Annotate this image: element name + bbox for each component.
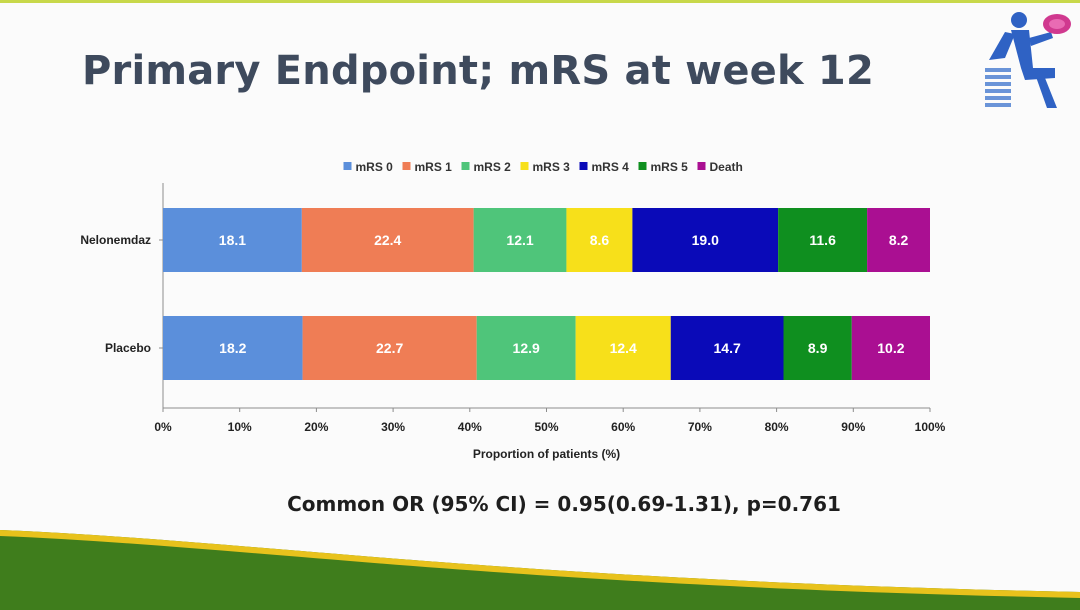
common-or-statistic: Common OR (95% CI) = 0.95(0.69-1.31), p=… xyxy=(287,492,841,516)
bar-segment xyxy=(783,316,852,380)
legend-label-4: mRS 3 xyxy=(533,160,571,174)
data-label: 18.1 xyxy=(219,232,246,248)
bar-segment xyxy=(566,208,633,272)
category-label: Placebo xyxy=(105,341,151,355)
x-tick-label: 80% xyxy=(765,420,789,434)
slide-title: Primary Endpoint; mRS at week 12 xyxy=(82,48,874,94)
legend-swatch-4 xyxy=(520,162,529,170)
x-tick-label: 100% xyxy=(915,420,946,434)
legend-label-6: mRS 5 xyxy=(651,160,689,174)
x-tick-label: 20% xyxy=(304,420,328,434)
data-label: 10.2 xyxy=(877,340,904,356)
bar-segment xyxy=(163,208,302,272)
legend-swatch-2 xyxy=(402,162,411,170)
bar-segment xyxy=(670,316,784,380)
data-label: 12.4 xyxy=(610,340,637,356)
bar-segment xyxy=(301,208,474,272)
legend-label-2: mRS 1 xyxy=(415,160,453,174)
x-tick-label: 60% xyxy=(611,420,635,434)
bar-segment xyxy=(302,316,477,380)
bar-segment xyxy=(867,208,930,272)
legend-swatch-5 xyxy=(579,162,588,170)
data-label: 8.9 xyxy=(808,340,828,356)
data-label: 11.6 xyxy=(809,232,836,248)
stacked-bar-chart: mRS 0 mRS 1 mRS 2 mRS 3 mRS 4 mRS 5 Death 0% 10… xyxy=(80,160,946,461)
data-label: 22.4 xyxy=(374,232,401,248)
bar-segment xyxy=(163,316,303,380)
bar-segment xyxy=(476,316,576,380)
chart-legend: mRS 0 mRS 1 mRS 2 mRS 3 mRS 4 mRS 5 Death xyxy=(343,160,743,174)
category-label: Nelonemdaz xyxy=(80,233,151,247)
bar-segment xyxy=(778,208,868,272)
bar-segment xyxy=(473,208,567,272)
data-label: 12.1 xyxy=(506,232,533,248)
data-label: 18.2 xyxy=(219,340,246,356)
legend-label-3: mRS 2 xyxy=(474,160,512,174)
x-tick-label: 90% xyxy=(841,420,865,434)
stroke-association-logo-icon xyxy=(985,12,1071,108)
data-label: 22.7 xyxy=(376,340,403,356)
legend-label-5: mRS 4 xyxy=(592,160,630,174)
legend-swatch-7 xyxy=(697,162,706,170)
x-tick-label: 50% xyxy=(534,420,558,434)
top-accent-line xyxy=(0,0,1080,3)
data-label: 12.9 xyxy=(513,340,540,356)
x-tick-label: 70% xyxy=(688,420,712,434)
bar-segment xyxy=(851,316,930,380)
x-tick-label: 40% xyxy=(458,420,482,434)
bar-segment xyxy=(575,316,671,380)
legend-swatch-1 xyxy=(343,162,352,170)
legend-swatch-3 xyxy=(461,162,470,170)
legend-label-7: Death xyxy=(710,160,743,174)
x-axis-title: Proportion of patients (%) xyxy=(473,447,620,461)
chart-bars: Nelonemdaz 18.1 22.4 12.1 8.6 19.0 11.6 8.2 Plac… xyxy=(80,208,930,380)
data-label: 8.2 xyxy=(889,232,909,248)
chart-axes: 0% 10% 20% 30% 40% 50% 60% 70% 80% 90% 100% xyxy=(154,183,946,434)
legend-swatch-6 xyxy=(638,162,647,170)
bar-segment xyxy=(632,208,779,272)
data-label: 8.6 xyxy=(590,232,610,248)
data-label: 19.0 xyxy=(692,232,719,248)
x-tick-label: 0% xyxy=(154,420,172,434)
x-tick-label: 10% xyxy=(228,420,252,434)
footer-wave-decoration xyxy=(0,530,1080,610)
x-tick-label: 30% xyxy=(381,420,405,434)
data-label: 14.7 xyxy=(714,340,741,356)
legend-label-1: mRS 0 xyxy=(356,160,394,174)
